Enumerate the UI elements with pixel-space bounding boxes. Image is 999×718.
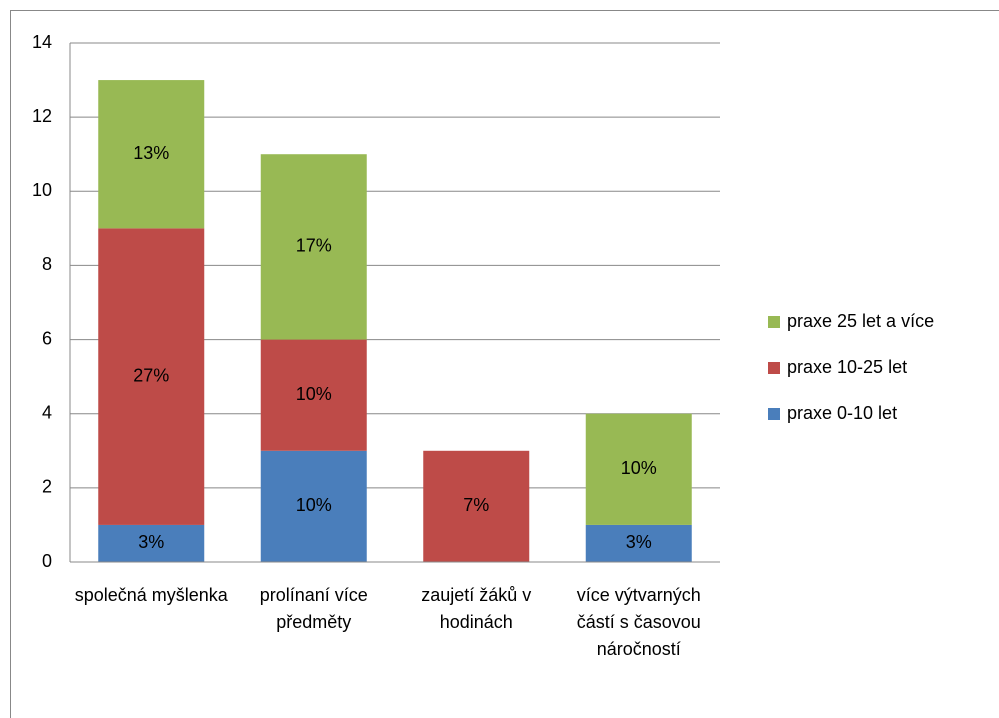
y-tick-label: 0 bbox=[42, 551, 52, 571]
value-label: 10% bbox=[296, 495, 332, 515]
bar-segment bbox=[260, 339, 367, 451]
legend-label: praxe 10-25 let bbox=[787, 357, 907, 377]
x-tick-label: zaujetí žáků v hodinách bbox=[421, 585, 532, 632]
value-label: 10% bbox=[621, 458, 657, 478]
y-tick-label: 8 bbox=[42, 254, 52, 274]
value-label: 13% bbox=[133, 143, 169, 163]
value-label: 3% bbox=[138, 532, 164, 552]
bar-segment bbox=[260, 154, 367, 340]
y-tick-label: 2 bbox=[42, 477, 52, 497]
value-label: 10% bbox=[296, 384, 332, 404]
bar-segment bbox=[98, 524, 205, 562]
value-label: 17% bbox=[296, 236, 332, 256]
y-tick-label: 10 bbox=[32, 180, 52, 200]
bar-segment bbox=[585, 413, 692, 525]
bar-segment bbox=[260, 450, 367, 562]
y-tick-label: 4 bbox=[42, 402, 52, 422]
bar-segment bbox=[98, 228, 205, 525]
bar-segment bbox=[585, 524, 692, 562]
frame bbox=[10, 10, 999, 718]
value-label: 7% bbox=[463, 495, 489, 515]
y-tick-label: 12 bbox=[32, 106, 52, 126]
y-tick-label: 14 bbox=[32, 32, 52, 52]
value-label: 27% bbox=[133, 365, 169, 385]
x-tick-label: více výtvarných částí s časovou náročnos… bbox=[576, 585, 701, 659]
y-tick-label: 6 bbox=[42, 328, 52, 348]
legend-swatch bbox=[768, 362, 780, 374]
legend-swatch bbox=[768, 316, 780, 328]
legend-label: praxe 0-10 let bbox=[787, 403, 897, 423]
x-tick-label: společná myšlenka bbox=[74, 585, 228, 605]
legend-swatch bbox=[768, 408, 780, 420]
x-tick-label: prolínaní více předměty bbox=[259, 585, 368, 632]
legend-label: praxe 25 let a více bbox=[787, 311, 934, 331]
value-label: 3% bbox=[626, 532, 652, 552]
bar-segment bbox=[98, 80, 205, 229]
bar-segment bbox=[423, 450, 530, 562]
